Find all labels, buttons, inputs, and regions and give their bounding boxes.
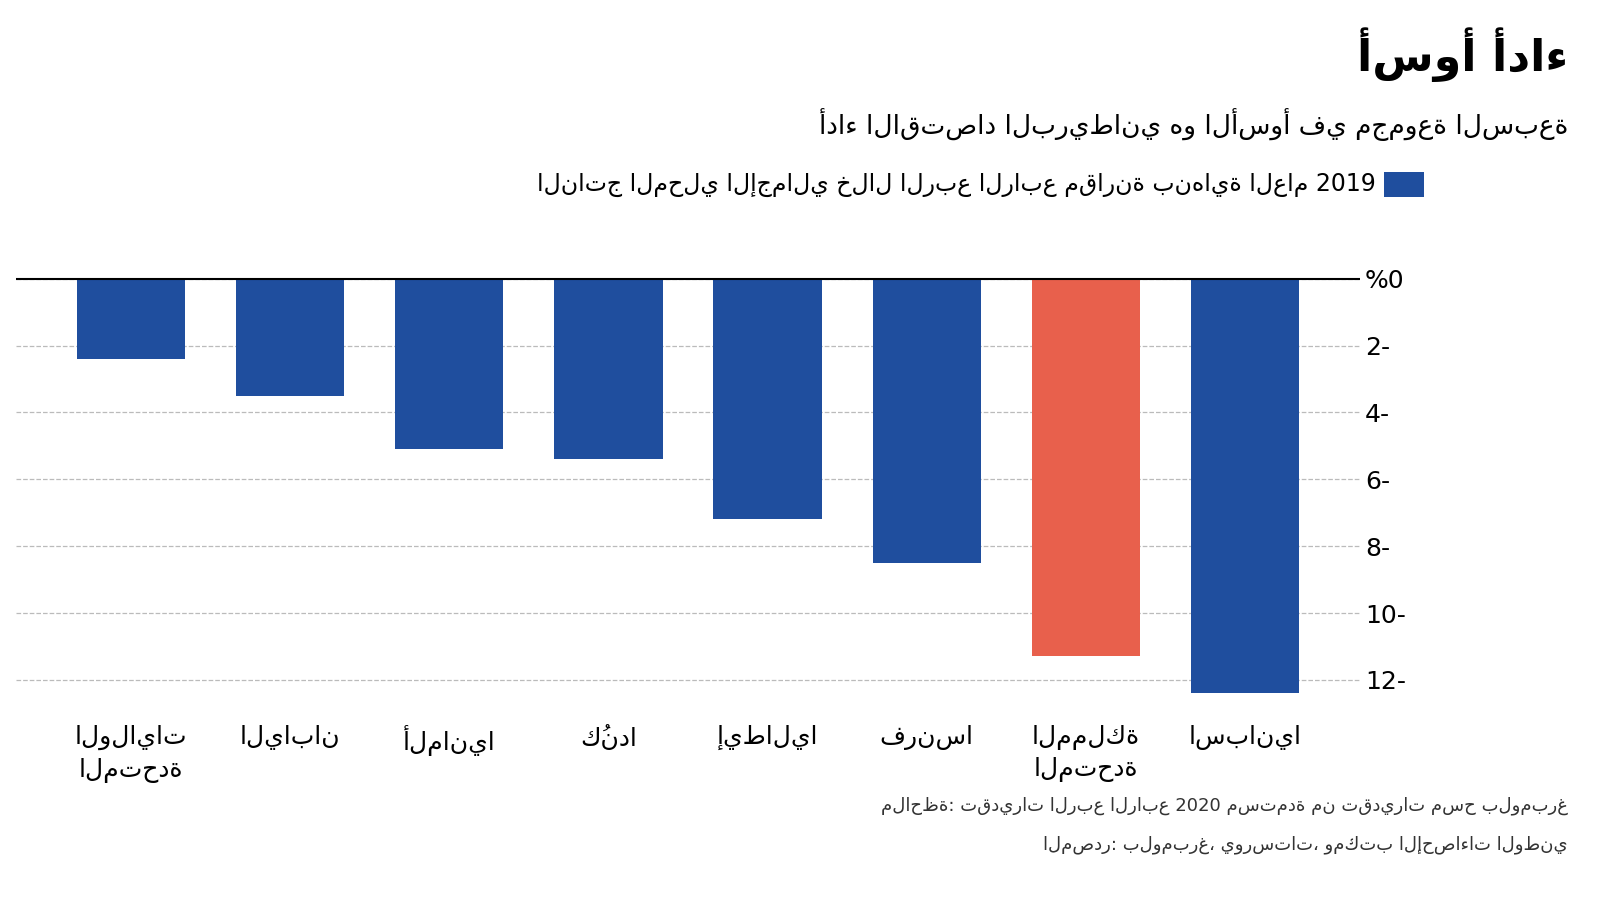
Bar (395, 279, 504, 449)
Bar (1032, 279, 1139, 656)
Bar (237, 279, 344, 396)
Bar (77, 279, 186, 359)
Text: أسوأ أداء: أسوأ أداء (1357, 27, 1568, 82)
Text: أداء الاقتصاد البريطاني هو الأسوأ في مجموعة السبعة: أداء الاقتصاد البريطاني هو الأسوأ في مجم… (819, 108, 1568, 141)
Text: الناتج المحلي الإجمالي خلال الربع الرابع مقارنة بنهاية العام 2019: الناتج المحلي الإجمالي خلال الربع الرابع… (538, 173, 1376, 196)
Text: ملاحظة: تقديرات الربع الرابع 2020 مستمدة من تقديرات مسح بلومبرغ: ملاحظة: تقديرات الربع الرابع 2020 مستمدة… (882, 796, 1568, 815)
Bar (714, 279, 822, 519)
Text: المصدر: بلومبرغ، يورستات، ومكتب الإحصاءات الوطني: المصدر: بلومبرغ، يورستات، ومكتب الإحصاءا… (1043, 835, 1568, 854)
Bar (872, 279, 981, 562)
Bar (554, 279, 662, 459)
Bar (1190, 279, 1299, 693)
